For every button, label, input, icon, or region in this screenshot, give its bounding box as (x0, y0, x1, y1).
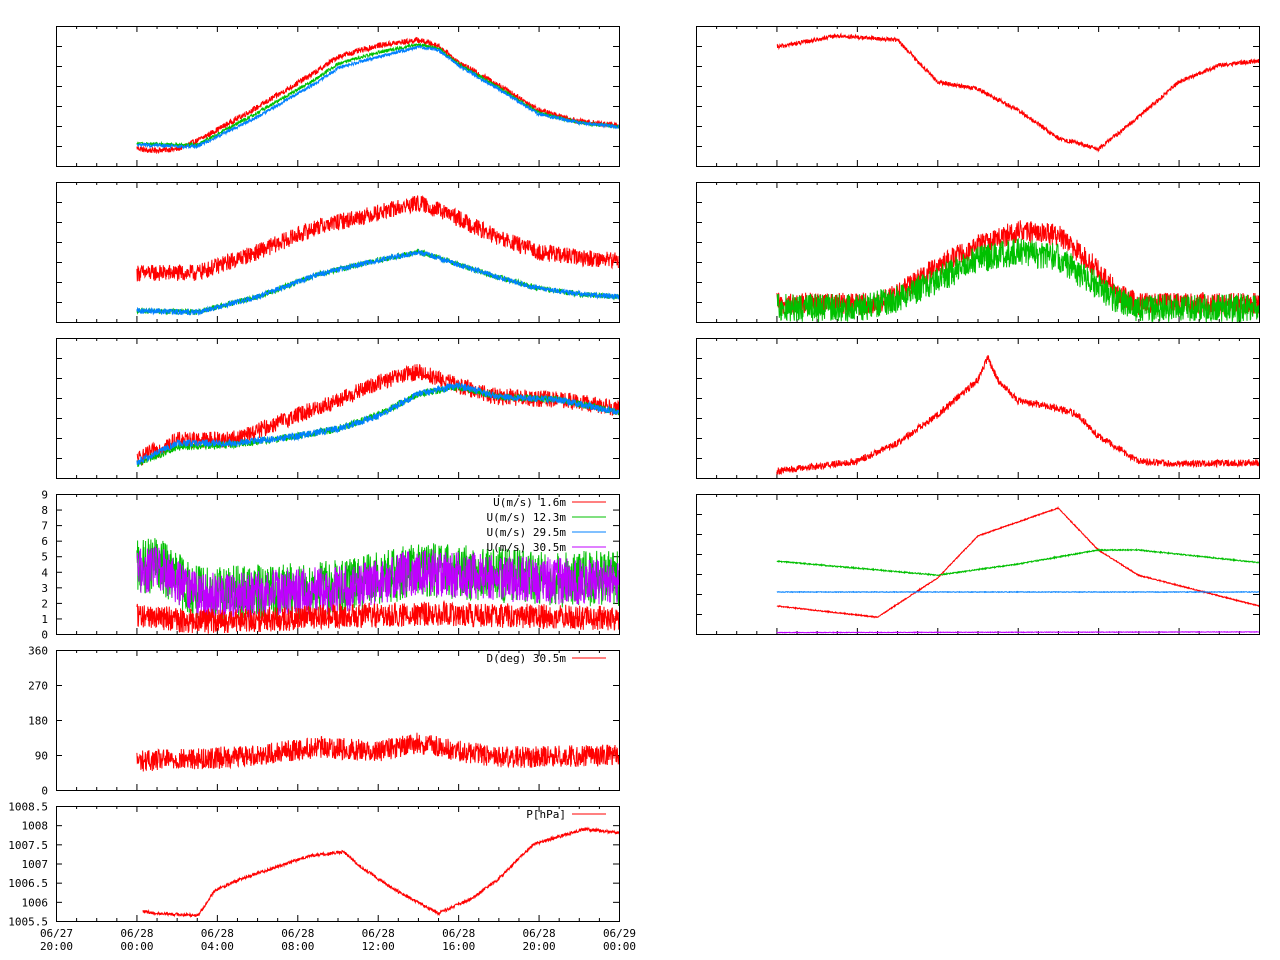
series-line-2 (136, 248, 619, 316)
plot-frame (696, 26, 1260, 167)
x-tick-time-label: 08:00 (281, 940, 314, 953)
panel-left-2 (56, 182, 620, 323)
x-tick-date-label: 06/28 (523, 927, 556, 940)
x-tick-date-label: 06/28 (120, 927, 153, 940)
y-tick-label: 1008 (22, 820, 49, 833)
y-tick-label: 1005.5 (8, 916, 48, 929)
y-tick-label: 0 (41, 785, 48, 798)
x-tick-date-label: 06/27 (40, 927, 73, 940)
panel-right-2 (696, 182, 1260, 323)
x-tick-date-label: 06/28 (281, 927, 314, 940)
series-line-0 (142, 826, 619, 918)
panel-left-4: 0 1 2 3 4 5 6 7 8 9 U(m/s) 1.6m U(m/s) 12.3m U(m/s) … (41, 489, 620, 642)
series-line-0 (776, 354, 1259, 475)
y-tick-label: 1 (41, 613, 48, 626)
y-tick-label: 270 (28, 680, 48, 693)
x-tick-time-label: 00:00 (120, 940, 153, 953)
panel-left-1 (56, 26, 620, 167)
y-tick-label: 6 (41, 535, 48, 548)
y-tick-label: 3 (41, 582, 48, 595)
panel-left-6: 1005.5 1006 1006.5 1007 1007.5 1008 1008.5 06/2… (8, 801, 636, 954)
series-line-2 (136, 599, 619, 634)
legend-label: U(m/s) 29.5m (487, 526, 567, 539)
series-line-1 (776, 547, 1259, 577)
series-line-1 (136, 42, 619, 149)
series-line-2 (776, 590, 1259, 594)
y-tick-label: 5 (41, 551, 48, 564)
legend-label: U(m/s) 1.6m (493, 496, 566, 509)
panel-right-1 (696, 26, 1260, 167)
x-tick-date-label: 06/29 (603, 927, 636, 940)
x-tick-time-label: 16:00 (442, 940, 475, 953)
series-line-2 (136, 380, 619, 466)
y-tick-label: 2 (41, 597, 48, 610)
series-line-1 (136, 546, 619, 619)
y-tick-label: 1006 (22, 896, 49, 909)
panel-right-4 (696, 494, 1260, 635)
y-tick-label: 7 (41, 520, 48, 533)
legend-label: U(m/s) 12.3m (487, 511, 567, 524)
x-tick-time-label: 04:00 (201, 940, 234, 953)
series-line-3 (776, 630, 1259, 634)
series-line-0 (136, 194, 619, 282)
y-tick-label: 1006.5 (8, 877, 48, 890)
panel-left-5: 0 90 180 270 360 D(deg) 30.5m (28, 645, 620, 798)
legend-label: D(deg) 30.5m (487, 652, 567, 665)
y-tick-label: 360 (28, 645, 48, 658)
y-tick-label: 1008.5 (8, 801, 48, 814)
series-line-0 (776, 32, 1259, 153)
x-tick-time-label: 20:00 (523, 940, 556, 953)
plot-frame (696, 494, 1260, 635)
x-tick-date-label: 06/28 (201, 927, 234, 940)
x-tick-time-label: 12:00 (362, 940, 395, 953)
y-tick-label: 1007.5 (8, 839, 48, 852)
panel-right-3 (696, 338, 1260, 479)
series-line-0 (136, 36, 619, 155)
series-line-2 (136, 44, 619, 150)
x-tick-date-label: 06/28 (362, 927, 395, 940)
series-line-1 (776, 238, 1259, 322)
y-tick-label: 8 (41, 504, 48, 517)
series-line-0 (776, 505, 1259, 619)
series-line-0 (136, 732, 619, 772)
x-tick-time-label: 20:00 (40, 940, 73, 953)
legend-label: P[hPa] (526, 808, 566, 821)
y-tick-label: 90 (35, 750, 48, 763)
y-tick-label: 1007 (22, 858, 49, 871)
panel-left-3 (56, 338, 620, 479)
series-line-1 (136, 382, 619, 468)
legend-label: U(m/s) 30.5m (487, 541, 567, 554)
y-tick-label: 180 (28, 715, 48, 728)
y-tick-label: 0 (41, 629, 48, 642)
plot-frame (696, 338, 1260, 479)
plot-frame (56, 806, 620, 922)
x-tick-time-label: 00:00 (603, 940, 636, 953)
y-tick-label: 4 (41, 566, 48, 579)
y-tick-label: 9 (41, 489, 48, 502)
x-tick-date-label: 06/28 (442, 927, 475, 940)
